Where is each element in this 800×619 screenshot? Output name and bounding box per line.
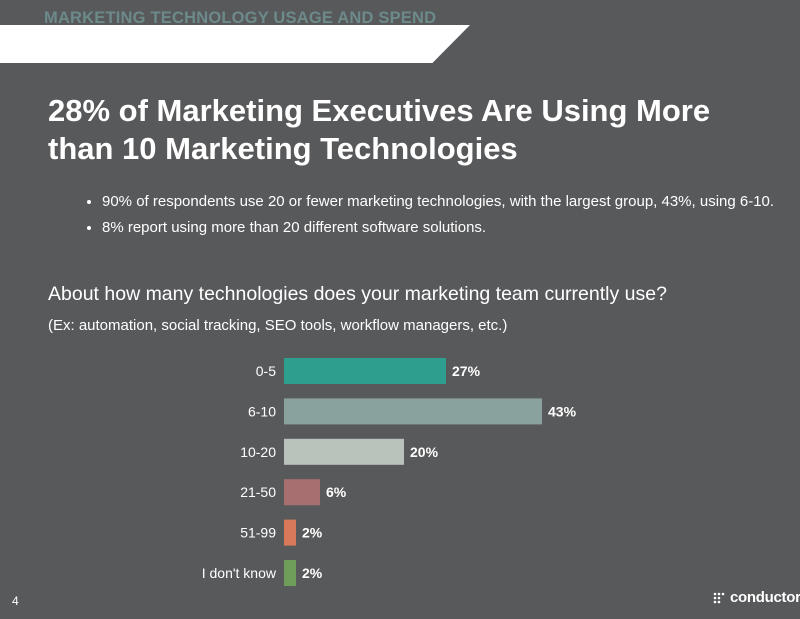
- finding-bullet: 90% of respondents use 20 or fewer marke…: [102, 192, 782, 212]
- category-label: I don't know: [202, 565, 277, 581]
- page-headline: 28% of Marketing Executives Are Using Mo…: [48, 93, 711, 166]
- value-label: 43%: [548, 403, 577, 419]
- survey-question: About how many technologies does your ma…: [48, 283, 667, 305]
- category-label: 51-99: [240, 525, 276, 541]
- value-label: 20%: [410, 444, 439, 460]
- category-label: 21-50: [240, 484, 276, 500]
- bar: [284, 479, 320, 506]
- bar: [284, 358, 446, 384]
- value-label: 2%: [302, 525, 323, 541]
- page-number: 4: [12, 594, 19, 608]
- bar: [284, 398, 542, 425]
- bar: [284, 560, 296, 586]
- section-banner: [0, 25, 470, 63]
- bar: [284, 519, 296, 546]
- category-label: 10-20: [240, 444, 276, 460]
- finding-bullet: 8% report using more than 20 different s…: [102, 218, 782, 238]
- section-banner-label: MARKETING TECHNOLOGY USAGE AND SPEND: [44, 9, 437, 27]
- conductor-logo: conductor ™: [712, 589, 800, 606]
- value-label: 6%: [326, 484, 347, 500]
- logo-wordmark: conductor: [730, 589, 800, 606]
- survey-question-examples: (Ex: automation, social tracking, SEO to…: [48, 317, 508, 334]
- category-label: 0-5: [256, 363, 276, 379]
- value-label: 27%: [452, 363, 481, 379]
- logo-dots-icon: [713, 592, 725, 603]
- bar: [284, 438, 404, 465]
- key-findings-list: 90% of respondents use 20 or fewer marke…: [78, 192, 782, 244]
- value-label: 2%: [302, 565, 323, 581]
- category-label: 6-10: [248, 403, 276, 419]
